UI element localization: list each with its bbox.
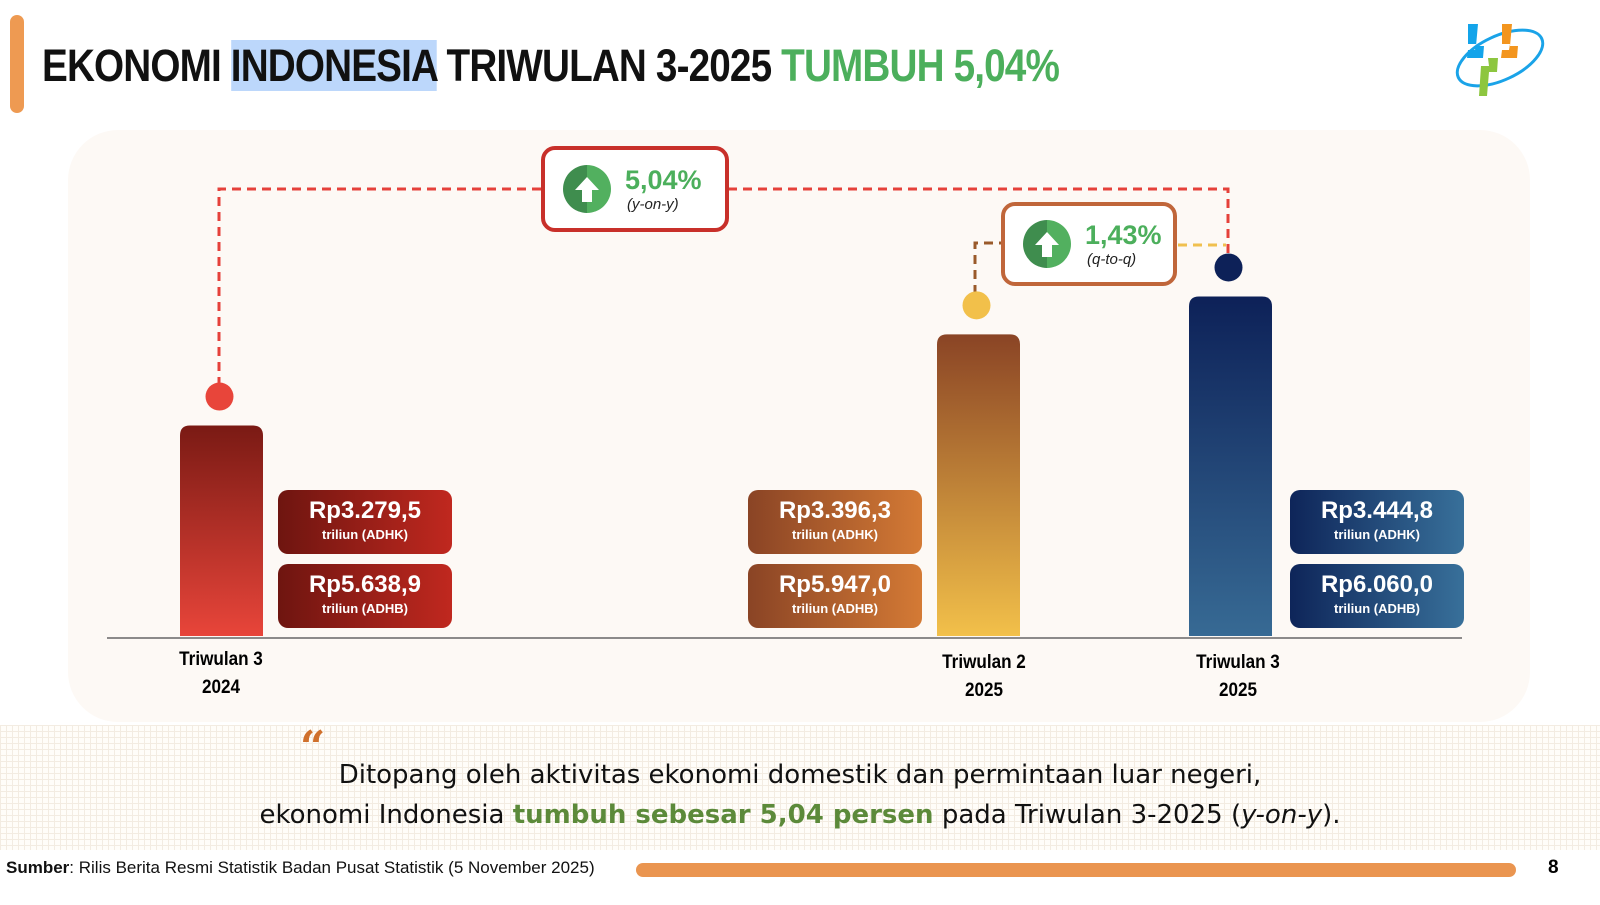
source-text: : Rilis Berita Resmi Statistik Badan Pus…: [69, 858, 595, 877]
unit: triliun (ADHB): [1334, 601, 1420, 616]
qtq-value: 1,43%: [1085, 220, 1162, 250]
bar-triwulan-3-2024: [180, 425, 263, 636]
quote-italic: y-on-y: [1241, 800, 1323, 830]
title-part1: EKONOMI: [42, 40, 222, 91]
source-note: Sumber: Rilis Berita Resmi Statistik Bad…: [6, 858, 595, 878]
unit: triliun (ADHK): [1334, 527, 1420, 542]
bar-triwulan-3-2025: [1189, 296, 1272, 636]
arrow-up-icon: [563, 165, 611, 213]
value-label-adhb: Rp5.947,0 triliun (ADHB): [748, 564, 922, 628]
quote-line2: ekonomi Indonesia tumbuh sebesar 5,04 pe…: [0, 800, 1600, 830]
category-label: Triwulan 3 2024: [158, 646, 284, 702]
yoy-value: 5,04%: [625, 165, 702, 195]
footer-bar: [636, 863, 1516, 877]
unit: triliun (ADHK): [792, 527, 878, 542]
quote-text: pada Triwulan 3-2025 (: [933, 800, 1242, 830]
title-part2: TRIWULAN 3-2025: [446, 40, 773, 91]
value-label-adhk: Rp3.279,5 triliun (ADHK): [278, 490, 452, 554]
category-label: Triwulan 2 2025: [921, 649, 1047, 705]
yoy-connector: [217, 187, 1230, 386]
qtq-growth-box: 1,43% (q-to-q): [1001, 202, 1177, 286]
category-line1: Triwulan 2: [942, 652, 1026, 673]
yoy-growth-box: 5,04% (y-on-y): [541, 146, 729, 232]
bar-triwulan-2-2025: [937, 334, 1020, 636]
arrow-up-icon: [1023, 220, 1071, 268]
page-title: EKONOMI INDONESIA TRIWULAN 3-2025 TUMBUH…: [42, 40, 1060, 92]
value: Rp3.396,3: [778, 497, 892, 524]
value: Rp6.060,0: [1320, 571, 1434, 598]
value-label-adhb: Rp6.060,0 triliun (ADHB): [1290, 564, 1464, 628]
category-line2: 2025: [1218, 680, 1258, 701]
yoy-label: (y-on-y): [627, 196, 679, 213]
category-label: Triwulan 3 2025: [1175, 649, 1301, 705]
unit: triliun (ADHB): [322, 601, 408, 616]
unit: triliun (ADHB): [792, 601, 878, 616]
unit: triliun (ADHK): [322, 527, 408, 542]
category-line2: 2025: [964, 680, 1004, 701]
value: Rp3.444,8: [1320, 497, 1434, 524]
quote-section: [0, 725, 1600, 850]
bar-marker-dot: [205, 382, 234, 411]
category-line1: Triwulan 3: [1196, 652, 1280, 673]
qtq-connector-left: [973, 241, 1002, 294]
quote-text: ekonomi Indonesia: [259, 800, 513, 830]
title-growth: TUMBUH 5,04%: [781, 40, 1060, 91]
qtq-label: (q-to-q): [1087, 251, 1137, 268]
title-accent-bar: [10, 15, 24, 113]
quote-mark-icon: “: [300, 722, 326, 773]
bar-marker-dot: [1214, 253, 1243, 282]
source-label: Sumber: [6, 858, 70, 877]
bps-logo: [1455, 24, 1545, 96]
value: Rp5.947,0: [778, 571, 892, 598]
value-label-adhb: Rp5.638,9 triliun (ADHB): [278, 564, 452, 628]
category-line2: 2024: [201, 677, 241, 698]
value: Rp3.279,5: [308, 497, 422, 524]
connector-lines: [107, 187, 1462, 639]
quote-text: ).: [1322, 800, 1341, 830]
quote-line1: Ditopang oleh aktivitas ekonomi domestik…: [338, 760, 1262, 790]
page-number: 8: [1548, 857, 1559, 878]
value: Rp5.638,9: [308, 571, 422, 598]
title-highlight: INDONESIA: [230, 40, 438, 91]
value-label-adhk: Rp3.444,8 triliun (ADHK): [1290, 490, 1464, 554]
value-label-adhk: Rp3.396,3 triliun (ADHK): [748, 490, 922, 554]
category-line1: Triwulan 3: [179, 649, 263, 670]
bar-marker-dot: [962, 291, 991, 320]
quote-highlight: tumbuh sebesar 5,04 persen: [512, 800, 934, 830]
